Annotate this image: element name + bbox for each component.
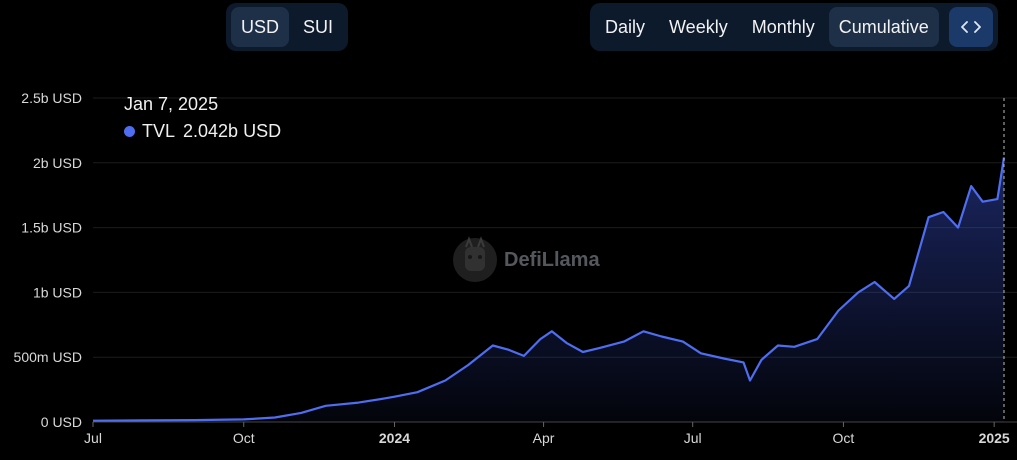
x-tick-label: Oct bbox=[233, 430, 255, 446]
llama-logo-icon bbox=[453, 236, 497, 282]
series-color-dot bbox=[124, 126, 135, 137]
x-axis: Jul Oct 2024 Apr Jul Oct 2025 bbox=[84, 422, 1010, 446]
tooltip-series-name: TVL bbox=[142, 121, 176, 141]
tooltip-date: Jan 7, 2025 bbox=[124, 94, 219, 114]
period-toggle: Daily Weekly Monthly Cumulative bbox=[590, 3, 998, 51]
period-monthly-button[interactable]: Monthly bbox=[751, 17, 815, 37]
x-tick-label: 2025 bbox=[979, 430, 1010, 446]
period-daily-button[interactable]: Daily bbox=[605, 17, 646, 37]
defillama-watermark: DefiLlama bbox=[452, 235, 600, 285]
y-tick-label: 2.5b USD bbox=[21, 90, 82, 106]
currency-toggle: USD SUI bbox=[226, 3, 349, 51]
y-tick-label: 500m USD bbox=[14, 349, 82, 365]
period-cumulative-button[interactable]: Cumulative bbox=[828, 7, 939, 47]
y-tick-label: 1.5b USD bbox=[21, 220, 82, 236]
x-tick-label: Oct bbox=[833, 430, 855, 446]
x-tick-label: Jul bbox=[84, 430, 102, 446]
x-tick-label: 2024 bbox=[379, 430, 410, 446]
tvl-area-fill bbox=[93, 157, 1004, 422]
currency-sui-button[interactable]: SUI bbox=[303, 17, 334, 37]
tooltip-value: 2.042b USD bbox=[183, 121, 282, 141]
y-tick-label: 0 USD bbox=[41, 414, 82, 430]
tooltip-row: TVL 2.042b USD bbox=[124, 121, 281, 142]
embed-button[interactable] bbox=[948, 7, 993, 47]
y-axis: 0 USD 500m USD 1b USD 1.5b USD 2b USD 2.5b US… bbox=[14, 90, 82, 430]
chart-tooltip: Jan 7, 2025 TVL 2.042b USD bbox=[124, 94, 281, 142]
code-icon bbox=[960, 21, 981, 33]
x-tick-label: Jul bbox=[684, 430, 702, 446]
currency-usd-button[interactable]: USD bbox=[231, 7, 290, 47]
y-tick-label: 2b USD bbox=[33, 155, 82, 171]
y-tick-label: 1b USD bbox=[33, 284, 82, 300]
tvl-series-line bbox=[92, 157, 1006, 422]
x-tick-label: Apr bbox=[533, 430, 555, 446]
watermark-text: DefiLlama bbox=[504, 248, 600, 271]
period-weekly-button[interactable]: Weekly bbox=[669, 17, 728, 37]
